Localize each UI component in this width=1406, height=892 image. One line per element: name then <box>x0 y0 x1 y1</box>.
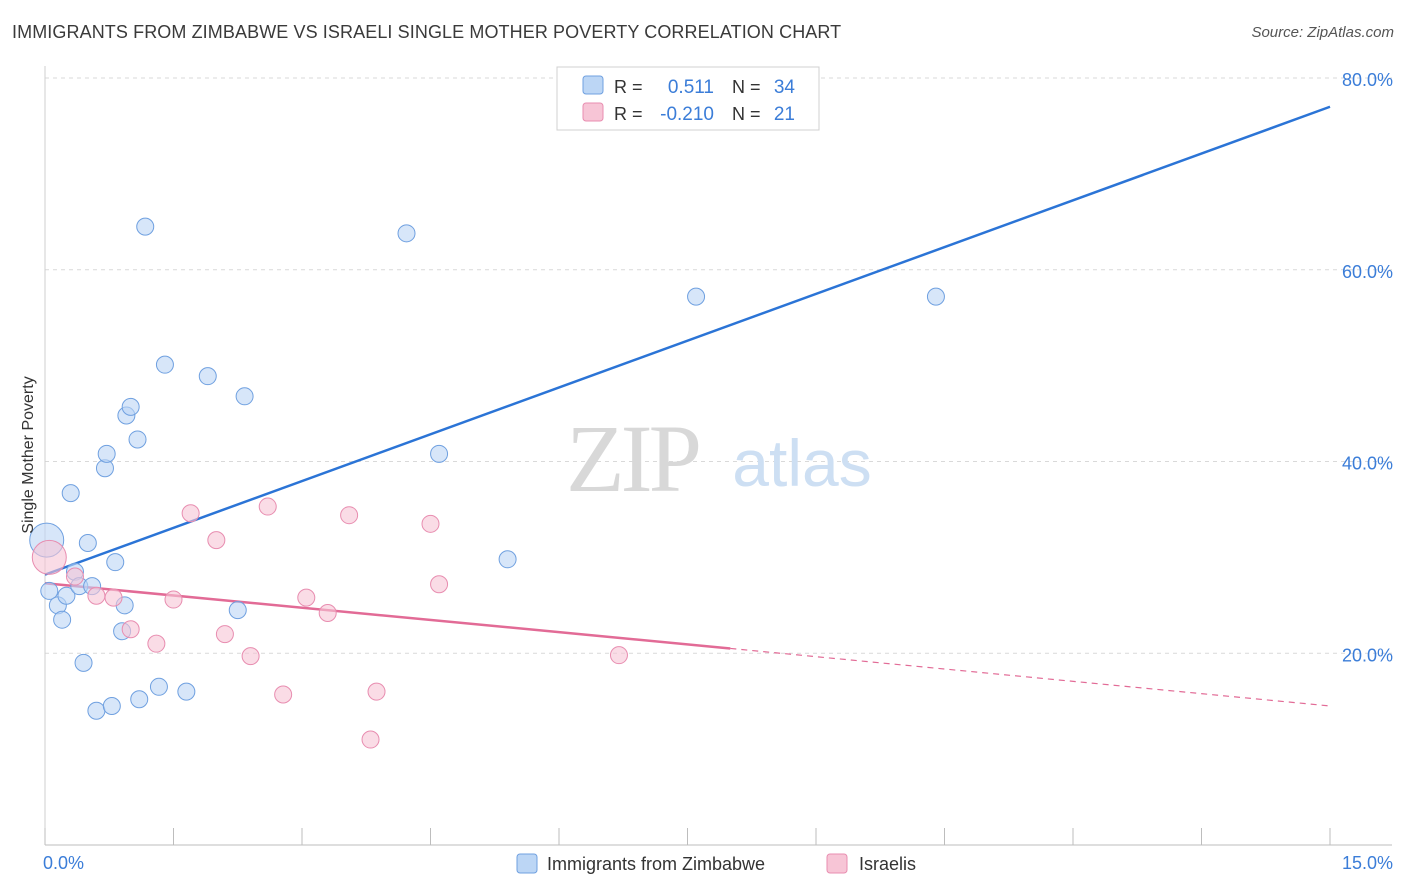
zimbabwe-point <box>74 653 93 672</box>
zimbabwe-point <box>149 677 168 696</box>
zimbabwe-point <box>926 287 945 306</box>
israelis-point <box>421 514 440 533</box>
chart-title: IMMIGRANTS FROM ZIMBABWE VS ISRAELI SING… <box>12 22 842 42</box>
stats-r-value-1: 0.511 <box>668 77 714 98</box>
israelis-point <box>181 504 200 523</box>
israelis-point <box>147 634 166 653</box>
x-tick-label: 15.0% <box>1342 853 1393 873</box>
israelis-point <box>367 682 386 701</box>
zimbabwe-point <box>136 217 155 236</box>
stats-legend-swatch-blue <box>582 75 604 95</box>
zimbabwe-trend-line <box>44 105 1331 576</box>
legend-swatch-israelis <box>826 853 848 874</box>
stats-n-label-1: N = <box>732 77 761 97</box>
israelis-point <box>241 647 260 666</box>
stats-legend: R = 0.511 N = 34 R = -0.210 N = 21 <box>556 66 820 131</box>
zimbabwe-point <box>57 586 76 605</box>
zimbabwe-point <box>106 553 125 572</box>
legend-label-zimbabwe: Immigrants from Zimbabwe <box>547 854 765 874</box>
stats-n-value-2: 21 <box>774 104 795 125</box>
gridlines <box>45 77 1392 654</box>
zimbabwe-point <box>155 355 174 374</box>
data-points <box>29 217 945 749</box>
tick-labels: 20.0% 40.0% 60.0% 80.0% 0.0% 15.0% <box>43 70 1393 873</box>
israelis-point <box>207 531 226 550</box>
israelis-point <box>104 588 123 607</box>
zimbabwe-point <box>687 287 706 306</box>
stats-r-value-2: -0.210 <box>660 104 714 125</box>
israelis-point <box>87 586 106 605</box>
zimbabwe-point <box>498 550 517 569</box>
israelis-point <box>121 620 140 639</box>
israelis-point <box>318 603 337 622</box>
watermark-atlas: atlas <box>732 426 871 500</box>
zimbabwe-point <box>53 610 72 629</box>
zimbabwe-point <box>228 601 247 620</box>
israelis-point <box>215 625 234 644</box>
stats-n-label-2: N = <box>732 104 761 124</box>
watermark-zip: ZIP <box>566 405 699 512</box>
watermark: ZIP atlas <box>566 405 872 512</box>
israelis-point <box>31 539 67 575</box>
x-tick-label: 0.0% <box>43 853 84 873</box>
axes <box>44 66 1392 846</box>
zimbabwe-point <box>87 701 106 720</box>
zimbabwe-point <box>235 387 254 406</box>
israelis-point <box>340 506 359 525</box>
zimbabwe-point <box>97 444 116 463</box>
israelis-point <box>361 730 380 749</box>
legend-label-israelis: Israelis <box>859 854 916 874</box>
israelis-point <box>297 588 316 607</box>
zimbabwe-point <box>198 367 217 386</box>
stats-r-label-2: R = <box>614 104 643 124</box>
israelis-trend-line <box>44 582 731 650</box>
zimbabwe-point <box>128 430 147 449</box>
israelis-point <box>65 567 84 586</box>
zimbabwe-point <box>78 533 97 552</box>
zimbabwe-point <box>121 397 140 416</box>
y-tick-label: 80.0% <box>1342 70 1393 90</box>
stats-legend-swatch-pink <box>582 102 604 122</box>
israelis-point <box>609 646 628 665</box>
zimbabwe-point <box>430 444 449 463</box>
source-label: Source: ZipAtlas.com <box>1251 24 1394 41</box>
zimbabwe-point <box>130 690 149 709</box>
israelis-point <box>274 685 293 704</box>
zimbabwe-point <box>397 224 416 243</box>
zimbabwe-point <box>61 484 80 503</box>
stats-r-label-1: R = <box>614 77 643 97</box>
israelis-trend-extension <box>730 647 1331 707</box>
israelis-point <box>430 575 449 594</box>
y-tick-label: 40.0% <box>1342 454 1393 474</box>
israelis-point <box>164 590 183 609</box>
y-tick-label: 20.0% <box>1342 645 1393 665</box>
y-axis-label: Single Mother Poverty <box>20 376 37 533</box>
trend-lines <box>44 105 1331 707</box>
zimbabwe-point <box>40 581 59 600</box>
zimbabwe-point <box>102 696 121 715</box>
zimbabwe-point <box>177 682 196 701</box>
israelis-point <box>258 497 277 516</box>
y-tick-label: 60.0% <box>1342 262 1393 282</box>
bottom-legend: Immigrants from Zimbabwe Israelis <box>516 853 916 874</box>
legend-swatch-zimbabwe <box>516 853 538 874</box>
stats-n-value-1: 34 <box>774 77 796 98</box>
